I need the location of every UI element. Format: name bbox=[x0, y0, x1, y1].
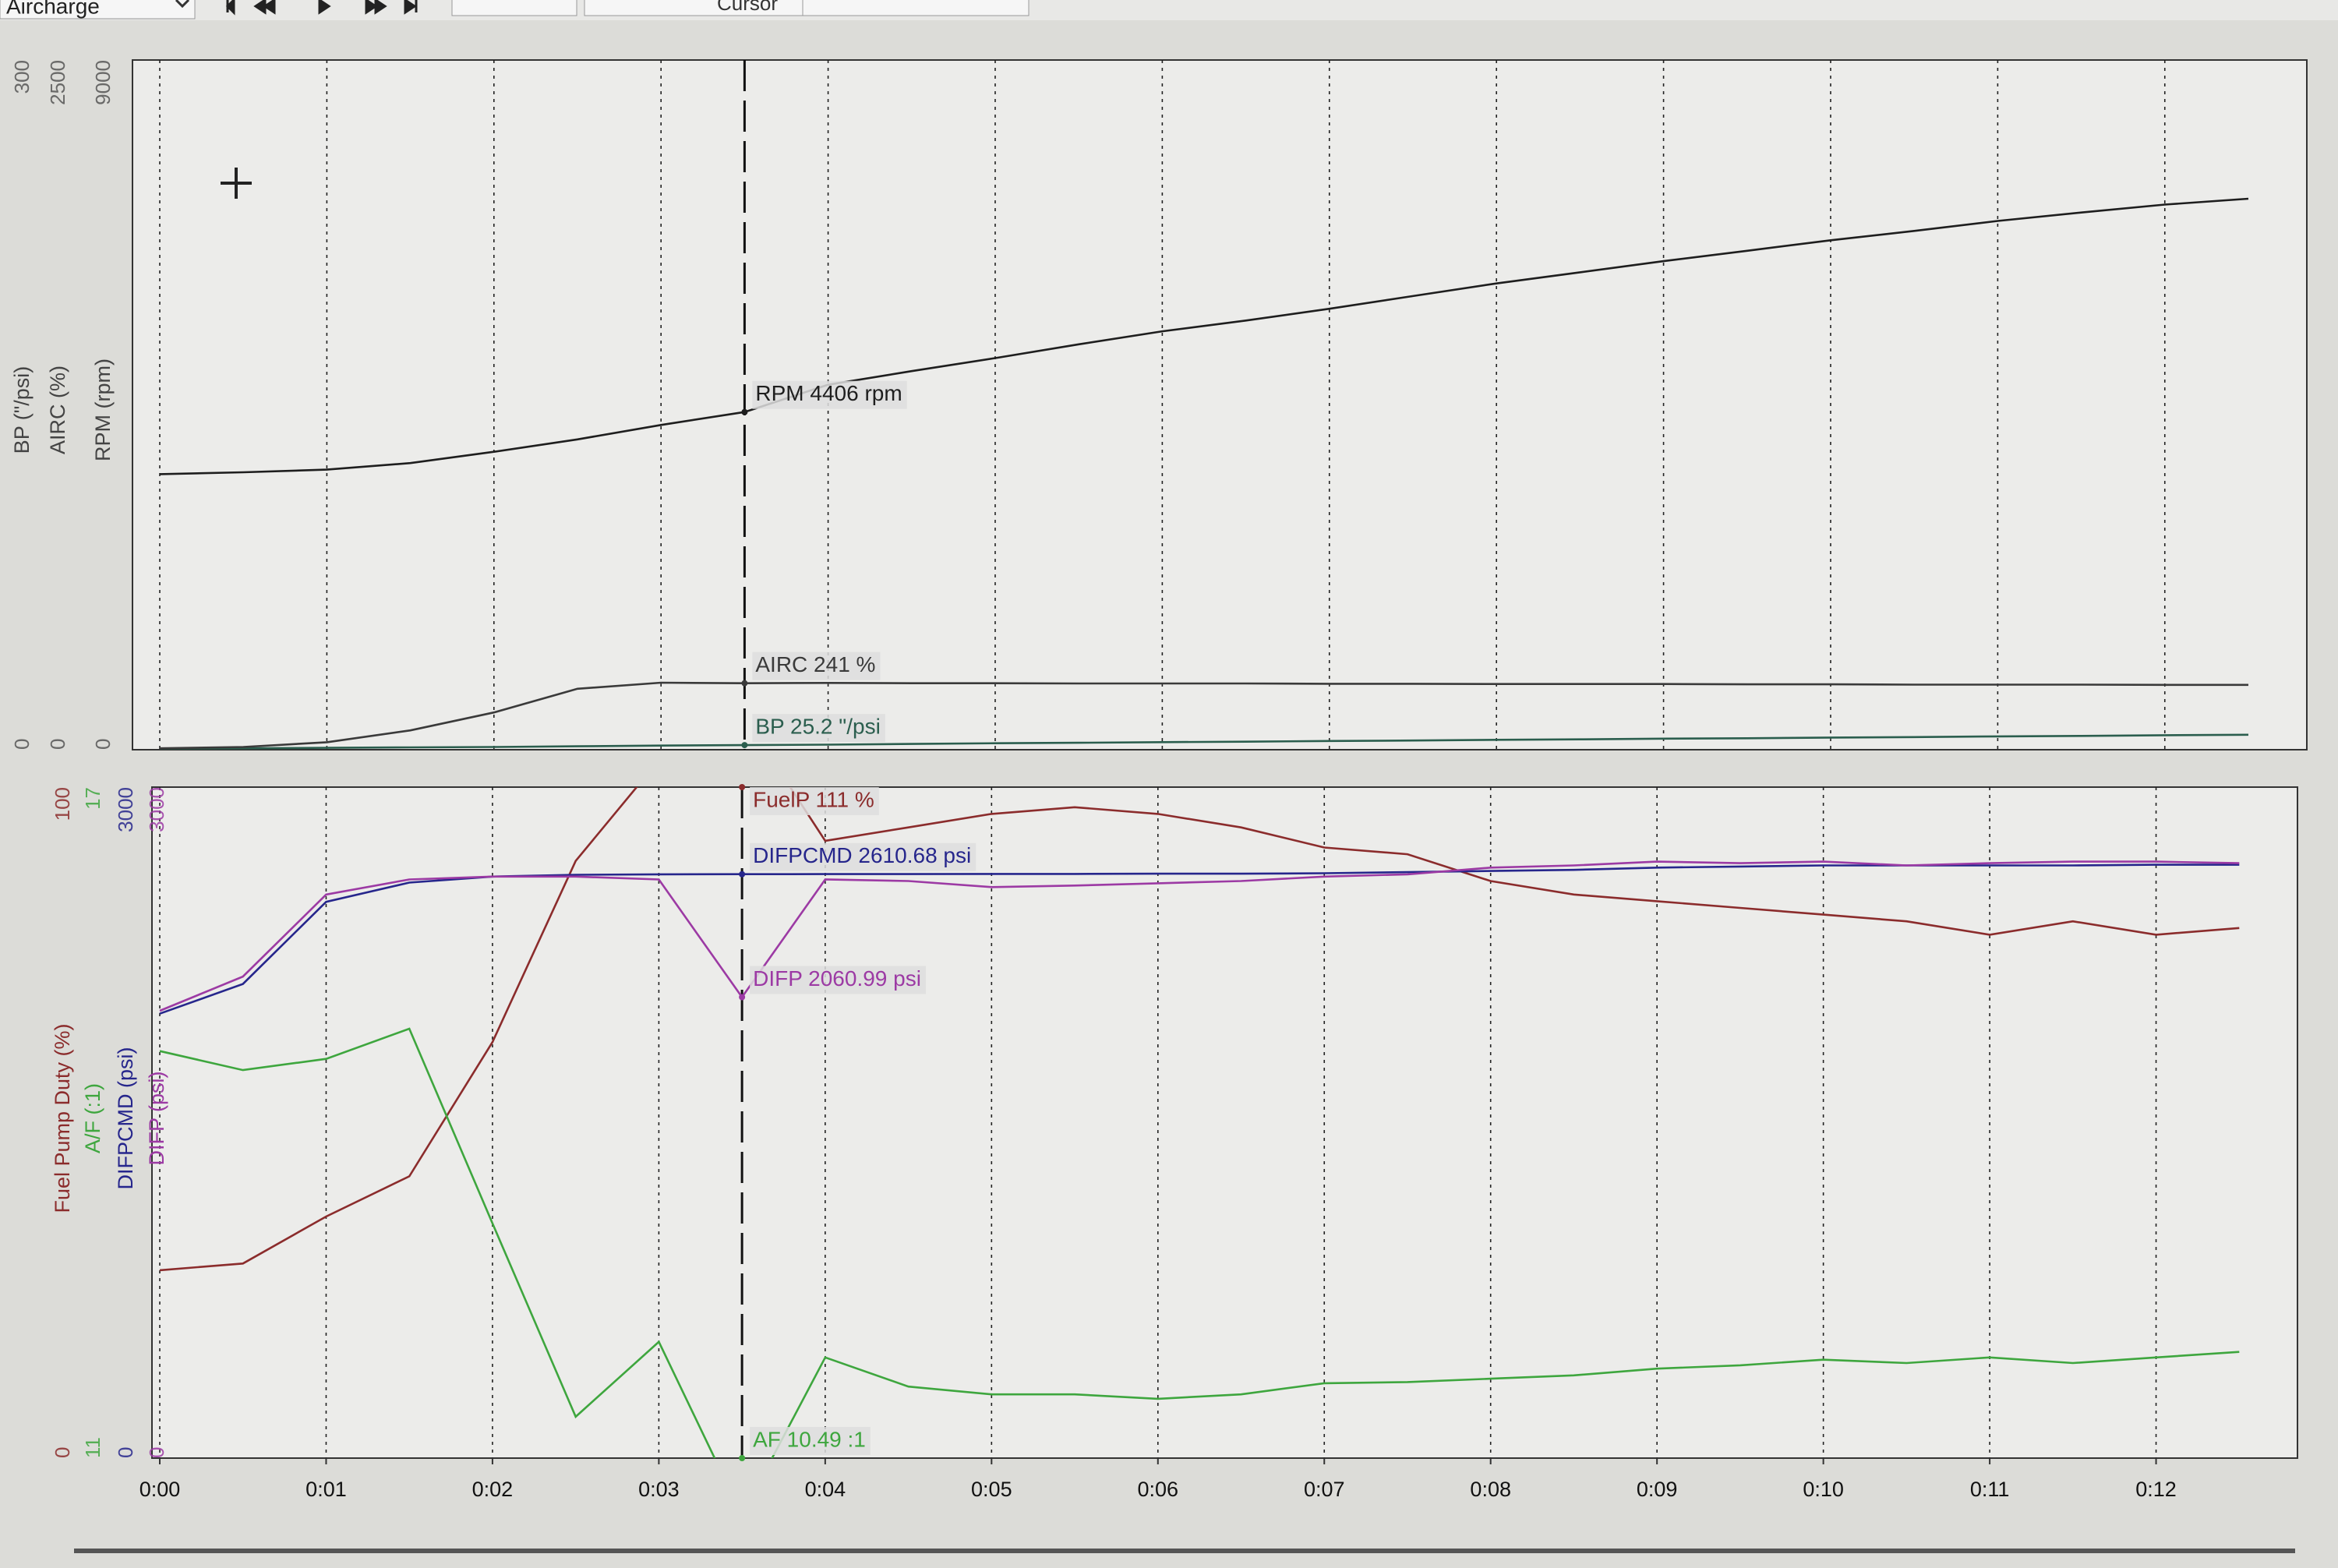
x-tick-label: 0:07 bbox=[1304, 1478, 1345, 1501]
cursor-readout-box bbox=[752, 714, 885, 743]
plot-area bbox=[132, 59, 2308, 750]
channel-dropdown-text: Aircharge bbox=[6, 0, 100, 18]
cursor-point bbox=[741, 680, 748, 687]
cursor-point bbox=[739, 1455, 746, 1461]
cursor-readout-box bbox=[750, 966, 926, 994]
axis-label: DIFP (psi) bbox=[145, 1071, 168, 1165]
cursor-readout-box bbox=[752, 380, 907, 409]
cursor-readout-box bbox=[750, 787, 879, 815]
x-tick-label: 0:08 bbox=[1470, 1478, 1511, 1501]
x-tick-label: 0:12 bbox=[2135, 1478, 2177, 1501]
x-tick-label: 0:02 bbox=[472, 1478, 514, 1501]
x-tick-label: 0:03 bbox=[638, 1478, 680, 1501]
x-tick-label: 0:11 bbox=[1970, 1478, 2010, 1501]
x-tick-label: 0:06 bbox=[1137, 1478, 1178, 1501]
y-tick-label: 100 bbox=[51, 787, 74, 821]
y-tick-label: 0 bbox=[10, 739, 34, 750]
cursor-point bbox=[739, 871, 746, 878]
charts: 0 300 BP ("/psi) 0 2500 AIRC (%) 0 9000 RPM (rpm… bbox=[10, 59, 2308, 1501]
y-tick-label: 3000 bbox=[145, 787, 168, 832]
cursor-readout: DIFP 2060.99 psi bbox=[753, 966, 921, 991]
y-tick-label: 300 bbox=[10, 60, 34, 94]
cursor-readout-box bbox=[752, 652, 881, 680]
crosshair-icon bbox=[221, 168, 252, 199]
x-tick-label: 0:10 bbox=[1803, 1478, 1844, 1501]
channel-dropdown[interactable] bbox=[0, 0, 196, 19]
axis-label: DIFPCMD (psi) bbox=[114, 1047, 137, 1190]
x-tick-label: 0:04 bbox=[805, 1478, 846, 1501]
x-tick-label: 0:00 bbox=[140, 1478, 181, 1501]
x-tick-label: 0:09 bbox=[1637, 1478, 1678, 1501]
cursor-point bbox=[739, 994, 746, 1001]
y-tick-label: 9000 bbox=[91, 60, 115, 105]
cursor-readout-box bbox=[750, 842, 977, 871]
playback-buttons[interactable] bbox=[225, 0, 418, 16]
cursor-readout: DIFPCMD 2610.68 psi bbox=[753, 843, 971, 867]
y-tick-label: 0 bbox=[46, 739, 69, 750]
series-line bbox=[159, 860, 2240, 1012]
y-tick-label: 11 bbox=[81, 1437, 104, 1458]
cursor-readout: AF 10.49 :1 bbox=[753, 1427, 866, 1451]
series-line bbox=[159, 733, 2249, 750]
y-tick-label: 0 bbox=[51, 1447, 74, 1458]
series-line bbox=[159, 681, 2248, 750]
series-line bbox=[159, 787, 2240, 1272]
axis-label: AIRC (%) bbox=[46, 366, 69, 454]
axis-label: BP ("/psi) bbox=[10, 366, 34, 454]
axis-label: RPM (rpm) bbox=[91, 358, 115, 461]
cursor-readout: BP 25.2 "/psi bbox=[755, 714, 880, 738]
dropdown-arrow bbox=[175, 0, 190, 9]
time-field[interactable] bbox=[451, 0, 577, 16]
x-tick-label: 0:01 bbox=[305, 1478, 347, 1501]
cursor-readout: AIRC 241 % bbox=[755, 652, 875, 676]
cursor-field[interactable] bbox=[802, 0, 1029, 16]
series-line bbox=[159, 197, 2249, 475]
cursor-point bbox=[741, 408, 748, 415]
x-tick-label: 0:05 bbox=[971, 1478, 1012, 1501]
y-tick-label: 0 bbox=[114, 1447, 137, 1458]
axis-label: Fuel Pump Duty (%) bbox=[51, 1023, 74, 1213]
cursor-button[interactable]: Cursor bbox=[717, 0, 778, 15]
y-tick-label: 2500 bbox=[46, 60, 69, 105]
cursor-readout-box bbox=[750, 1427, 871, 1455]
cursor-readout: FuelP 111 % bbox=[753, 787, 874, 811]
y-tick-label: 0 bbox=[145, 1447, 168, 1458]
toolbar bbox=[0, 0, 2338, 20]
y-tick-label: 3000 bbox=[114, 787, 137, 832]
axis-label: A/F (:1) bbox=[81, 1083, 104, 1153]
cursor-point bbox=[741, 742, 748, 749]
cursor-point bbox=[739, 784, 746, 790]
y-tick-label: 17 bbox=[81, 787, 104, 810]
cursor-readout: RPM 4406 rpm bbox=[755, 381, 902, 405]
y-tick-label: 0 bbox=[91, 739, 115, 750]
series-line bbox=[159, 1027, 2240, 1458]
plot-area bbox=[151, 786, 2298, 1459]
